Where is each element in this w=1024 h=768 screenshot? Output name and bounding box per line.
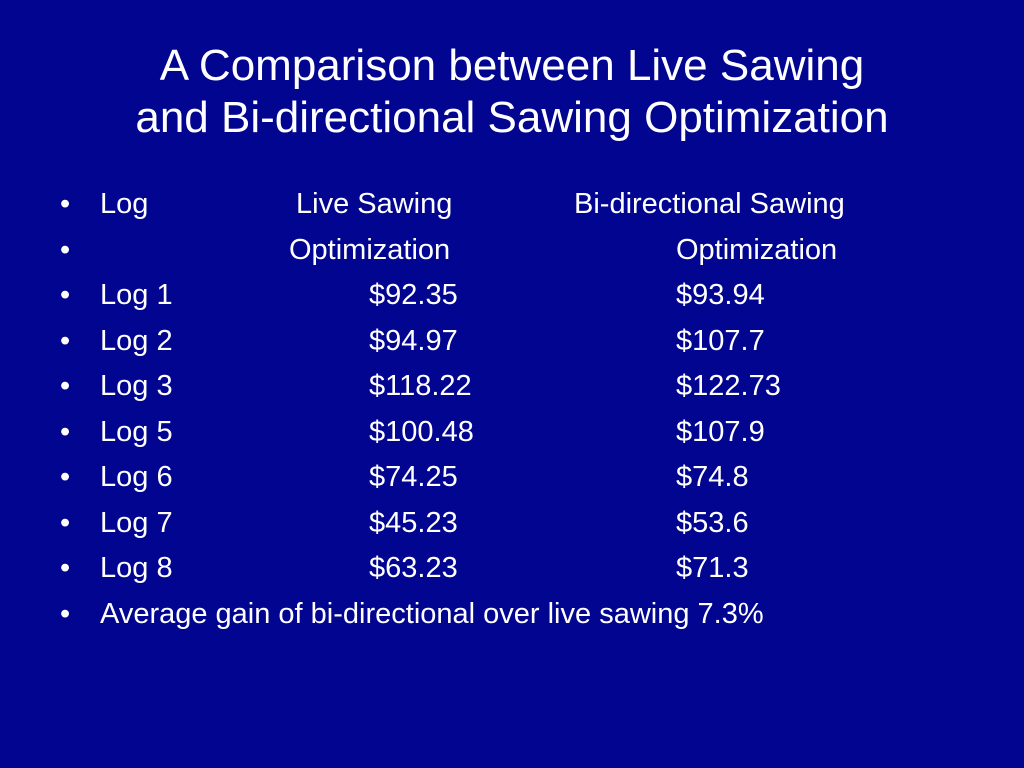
bi-directional-value: $74.8 xyxy=(676,461,749,493)
table-row: • Log 7 $45.23 $53.6 xyxy=(60,501,1000,547)
bi-directional-value: $93.94 xyxy=(676,279,765,311)
bullet-icon: • xyxy=(60,188,71,220)
bullet-icon: • xyxy=(60,324,71,357)
live-sawing-value: $100.48 xyxy=(369,415,474,448)
subheader-bi-optimization: Optimization xyxy=(676,233,838,266)
log-label: Log 8 xyxy=(100,552,173,584)
header-row: • Log Live Sawing Bi-directional Sawing xyxy=(60,182,1000,228)
bullet-icon: • xyxy=(60,233,71,266)
log-label: Log 6 xyxy=(100,461,173,493)
log-label: Log 7 xyxy=(100,506,173,539)
bullet-icon: • xyxy=(60,461,71,493)
log-label: Log 5 xyxy=(100,415,173,448)
header-bi-directional-sawing: Bi-directional Sawing xyxy=(574,188,845,220)
bullet-icon: • xyxy=(60,415,71,448)
table-row: • Log 1 $92.35 $93.94 xyxy=(60,273,1000,319)
title-line-1: A Comparison between Live Sawing xyxy=(159,41,865,90)
bullet-icon: • xyxy=(60,506,71,539)
subheader-live-optimization: Optimization xyxy=(289,233,451,266)
bi-directional-value: $107.9 xyxy=(676,415,765,448)
bullet-icon: • xyxy=(60,597,71,630)
slide-title: A Comparison between Live Sawing and Bi-… xyxy=(0,40,1024,144)
live-sawing-value: $94.97 xyxy=(369,324,458,357)
live-sawing-value: $63.23 xyxy=(369,552,458,584)
table-row: • Log 8 $63.23 $71.3 xyxy=(60,546,1000,592)
bi-directional-value: $53.6 xyxy=(676,506,749,539)
summary-row: • Average gain of bi-directional over li… xyxy=(60,592,1000,638)
log-label: Log 2 xyxy=(100,324,173,357)
table-row: • Log 3 $118.22 $122.73 xyxy=(60,364,1000,410)
title-line-2: and Bi-directional Sawing Optimization xyxy=(135,93,889,142)
live-sawing-value: $74.25 xyxy=(369,461,458,493)
table-row: • Log 2 $94.97 $107.7 xyxy=(60,319,1000,365)
bullet-icon: • xyxy=(60,279,71,311)
bi-directional-value: $71.3 xyxy=(676,552,749,584)
live-sawing-value: $45.23 xyxy=(369,506,458,539)
subheader-row: • Optimization Optimization xyxy=(60,228,1000,274)
header-log: Log xyxy=(100,188,149,220)
table-row: • Log 6 $74.25 $74.8 xyxy=(60,455,1000,501)
live-sawing-value: $118.22 xyxy=(369,370,472,402)
summary-text: Average gain of bi-directional over live… xyxy=(100,597,764,630)
bi-directional-value: $107.7 xyxy=(676,324,765,357)
bullet-icon: • xyxy=(60,552,71,584)
log-label: Log 3 xyxy=(100,370,173,402)
table-row: • Log 5 $100.48 $107.9 xyxy=(60,410,1000,456)
live-sawing-value: $92.35 xyxy=(369,279,458,311)
bullet-list: • Log Live Sawing Bi-directional Sawing … xyxy=(60,182,1000,637)
bi-directional-value: $122.73 xyxy=(676,370,781,402)
header-live-sawing: Live Sawing xyxy=(296,188,453,220)
bullet-icon: • xyxy=(60,370,71,402)
log-label: Log 1 xyxy=(100,279,173,311)
